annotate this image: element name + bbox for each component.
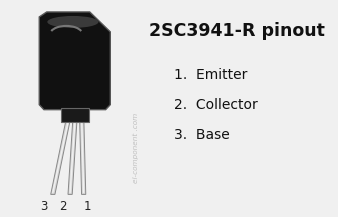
Text: 3.  Base: 3. Base bbox=[174, 128, 230, 142]
Polygon shape bbox=[68, 122, 77, 194]
Text: 2.  Collector: 2. Collector bbox=[174, 98, 258, 112]
Polygon shape bbox=[51, 122, 70, 194]
Text: el-component .com: el-component .com bbox=[132, 112, 139, 183]
Text: 2SC3941-R pinout: 2SC3941-R pinout bbox=[148, 22, 324, 40]
Polygon shape bbox=[80, 122, 86, 194]
Text: 1.  Emitter: 1. Emitter bbox=[174, 68, 247, 82]
Ellipse shape bbox=[47, 16, 98, 28]
Polygon shape bbox=[39, 12, 110, 110]
Text: 1: 1 bbox=[83, 200, 91, 213]
Bar bbox=[61, 108, 89, 122]
Text: 2: 2 bbox=[59, 200, 66, 213]
Text: 3: 3 bbox=[40, 200, 47, 213]
